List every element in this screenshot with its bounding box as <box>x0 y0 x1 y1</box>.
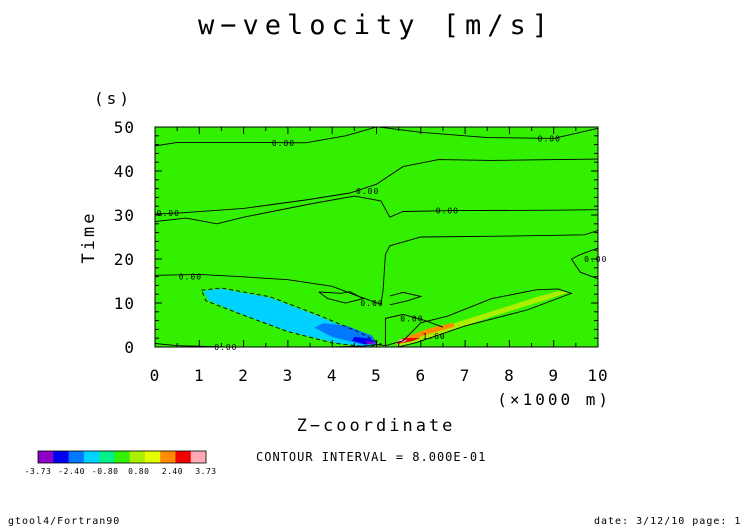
x-tick-label: 5 <box>371 366 382 385</box>
x-axis-label: Z−coordinate <box>297 416 456 436</box>
contour-line-negative <box>200 287 383 348</box>
colorbar-swatch <box>190 451 207 463</box>
contour-line <box>154 195 599 225</box>
colorbar-swatch <box>114 451 131 463</box>
colorbar: -3.73 -2.40 -0.80 0.80 2.40 3.73 <box>25 450 216 476</box>
footer-date: date: 3/12/10 page: 1 <box>594 516 742 527</box>
contour-label: 0.00 <box>356 187 379 196</box>
y-axis-unit: (s) <box>94 89 132 108</box>
y-axis-label: Time <box>79 211 99 264</box>
contour-line <box>570 247 599 280</box>
contour-line <box>389 291 423 306</box>
contour-line <box>384 313 444 346</box>
colorbar-label: 3.73 <box>195 467 216 476</box>
x-tick-label: 3 <box>283 366 294 385</box>
x-tick-label: 6 <box>415 366 426 385</box>
contour-line <box>318 291 365 304</box>
colorbar-label: -3.73 <box>25 467 52 476</box>
colorbar-label: 0.80 <box>128 467 149 476</box>
x-tick-label: 8 <box>504 366 515 385</box>
y-tick-label: 0 <box>124 338 135 357</box>
colorbar-swatch <box>175 451 192 463</box>
contour-label: 1.60 <box>422 332 445 341</box>
contour-line <box>154 126 377 147</box>
colorbar-label: 2.40 <box>162 467 183 476</box>
colorbar-swatch <box>129 451 146 463</box>
footer-software: gtool4/Fortran90 <box>8 516 121 527</box>
contour-line <box>378 126 599 139</box>
x-tick-label: 2 <box>238 366 249 385</box>
contour-label: 0.00 <box>179 273 202 282</box>
region-neg-3.2 <box>365 341 377 344</box>
contour-line <box>154 229 599 305</box>
tick-labels: 0 1 2 3 4 5 6 7 8 9 10 0 10 20 30 40 50 <box>114 118 608 385</box>
colorbar-swatch <box>68 451 85 463</box>
y-tick-label: 10 <box>114 294 135 313</box>
chart-title: w−velocity [m/s] <box>197 10 555 41</box>
region-pos-0.8 <box>394 291 570 347</box>
y-tick-label: 30 <box>114 206 135 225</box>
contour-interval-text: CONTOUR INTERVAL = 8.000E-01 <box>256 450 487 464</box>
x-axis-unit: (×1000 m) <box>497 390 611 409</box>
colorbar-swatch <box>38 451 54 463</box>
x-tick-label: 10 <box>587 366 608 385</box>
contour-label: 0.00 <box>538 134 561 143</box>
colorbar-swatch <box>144 451 161 463</box>
colorbar-label: -2.40 <box>58 467 85 476</box>
colorbar-frame <box>37 450 207 464</box>
contour-line <box>154 158 599 215</box>
colorbar-swatch <box>160 451 176 463</box>
x-tick-label: 1 <box>194 366 205 385</box>
contour-label: 0.00 <box>360 299 383 308</box>
x-tick-label: 4 <box>327 366 338 385</box>
contour-label: 0.00 <box>272 139 295 148</box>
x-tick-label: 7 <box>460 366 471 385</box>
contour-label: 0.00 <box>436 207 459 216</box>
colorbar-swatch <box>53 451 70 463</box>
axis-ticks <box>154 126 599 348</box>
colorbar-label: -0.80 <box>92 467 119 476</box>
x-tick-label: 9 <box>548 366 559 385</box>
y-tick-label: 20 <box>114 250 135 269</box>
y-tick-label: 40 <box>114 162 135 181</box>
colorbar-swatch <box>99 451 115 463</box>
colorbar-swatch <box>83 451 100 463</box>
contour-label: 0.00 <box>157 209 180 218</box>
contour-label: 0.00 <box>400 314 423 323</box>
x-tick-label: 0 <box>150 366 161 385</box>
y-tick-label: 50 <box>114 118 135 137</box>
axis-labels: Z−coordinate (×1000 m) Time (s) <box>79 89 611 436</box>
